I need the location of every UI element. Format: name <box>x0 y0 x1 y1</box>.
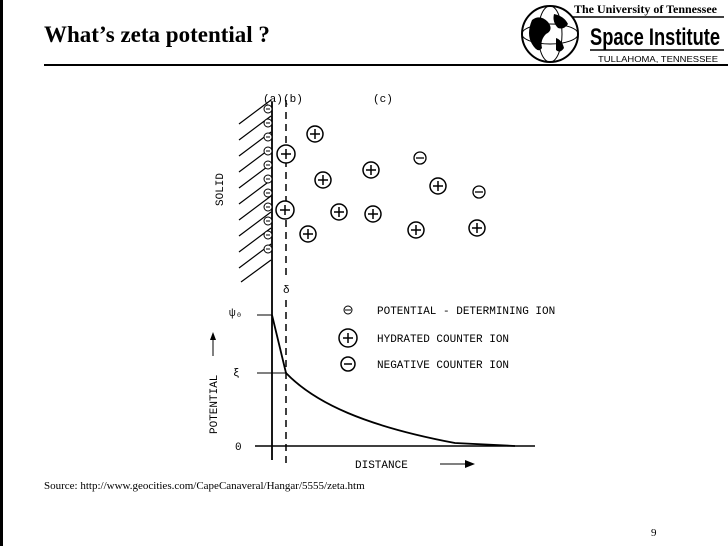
potential-axis-label: POTENTIAL <box>209 332 221 434</box>
logo-line-3: TULLAHOMA, TENNESSEE <box>598 55 718 64</box>
plus-ion <box>275 200 295 220</box>
slide-title: What’s zeta potential ? <box>44 22 270 47</box>
label-b: (b) <box>283 94 303 106</box>
psi0-label: ψ₀ <box>229 308 242 320</box>
plus-ion <box>314 171 332 189</box>
potential-decay-curve <box>271 314 516 447</box>
minus-ion <box>472 185 486 199</box>
plus-ion <box>468 219 486 237</box>
plus-ion <box>429 177 447 195</box>
plus-ion <box>362 161 380 179</box>
label-c: (c) <box>373 94 393 106</box>
plus-ion <box>276 144 296 164</box>
hydrated-counter-ions <box>275 125 486 243</box>
zeta-label: ξ <box>233 368 240 380</box>
title-underline <box>44 64 728 66</box>
logo-line-2: Space Institute <box>590 24 720 51</box>
page-number: 9 <box>651 527 657 539</box>
delta-label: δ <box>283 285 290 297</box>
source-citation: Source: http://www.geocities.com/CapeCan… <box>44 480 365 492</box>
zeta-potential-diagram: SOLID (a) (b) (c) δ <box>209 94 555 472</box>
logo-text: The University of Tennessee Space Instit… <box>572 2 724 64</box>
minus-ion <box>413 151 427 165</box>
legend-potential-determining-ion: POTENTIAL - DETERMINING ION <box>377 306 555 318</box>
plus-ion <box>407 221 425 239</box>
plus-ion <box>330 203 348 221</box>
potential-axis-text: POTENTIAL <box>209 375 221 434</box>
logo-line-1: The University of Tennessee <box>574 2 718 16</box>
left-edge-bar <box>0 0 3 546</box>
legend-hydrated-counter-ion: HYDRATED COUNTER ION <box>377 334 509 346</box>
negative-counter-ions <box>413 151 486 199</box>
legend: POTENTIAL - DETERMINING ION HYDRATED COU… <box>338 305 555 372</box>
distance-axis-label: DISTANCE <box>355 460 475 472</box>
zero-label: 0 <box>235 442 242 454</box>
distance-axis-text: DISTANCE <box>355 460 408 472</box>
plus-ion <box>299 225 317 243</box>
globe-icon <box>521 5 579 63</box>
surface-ions <box>263 104 273 254</box>
solid-label: SOLID <box>215 173 227 206</box>
plus-ion <box>364 205 382 223</box>
plus-ion <box>306 125 324 143</box>
legend-negative-counter-ion: NEGATIVE COUNTER ION <box>377 360 509 372</box>
university-logo: The University of Tennessee Space Instit… <box>521 2 724 64</box>
label-a: (a) <box>263 94 283 106</box>
